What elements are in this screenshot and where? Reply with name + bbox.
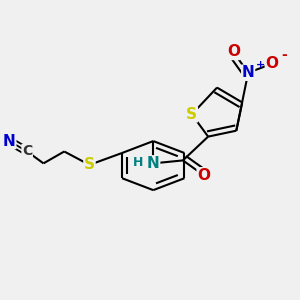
Text: O: O [227,44,240,59]
Text: +: + [255,60,265,70]
Text: N: N [147,156,160,171]
Text: N: N [242,65,255,80]
Text: O: O [266,56,278,71]
Text: C: C [22,145,32,158]
Text: -: - [281,49,287,62]
Text: S: S [186,107,197,122]
Text: S: S [84,158,95,172]
Text: O: O [197,168,210,183]
Text: H: H [133,156,144,169]
Text: N: N [3,134,16,148]
